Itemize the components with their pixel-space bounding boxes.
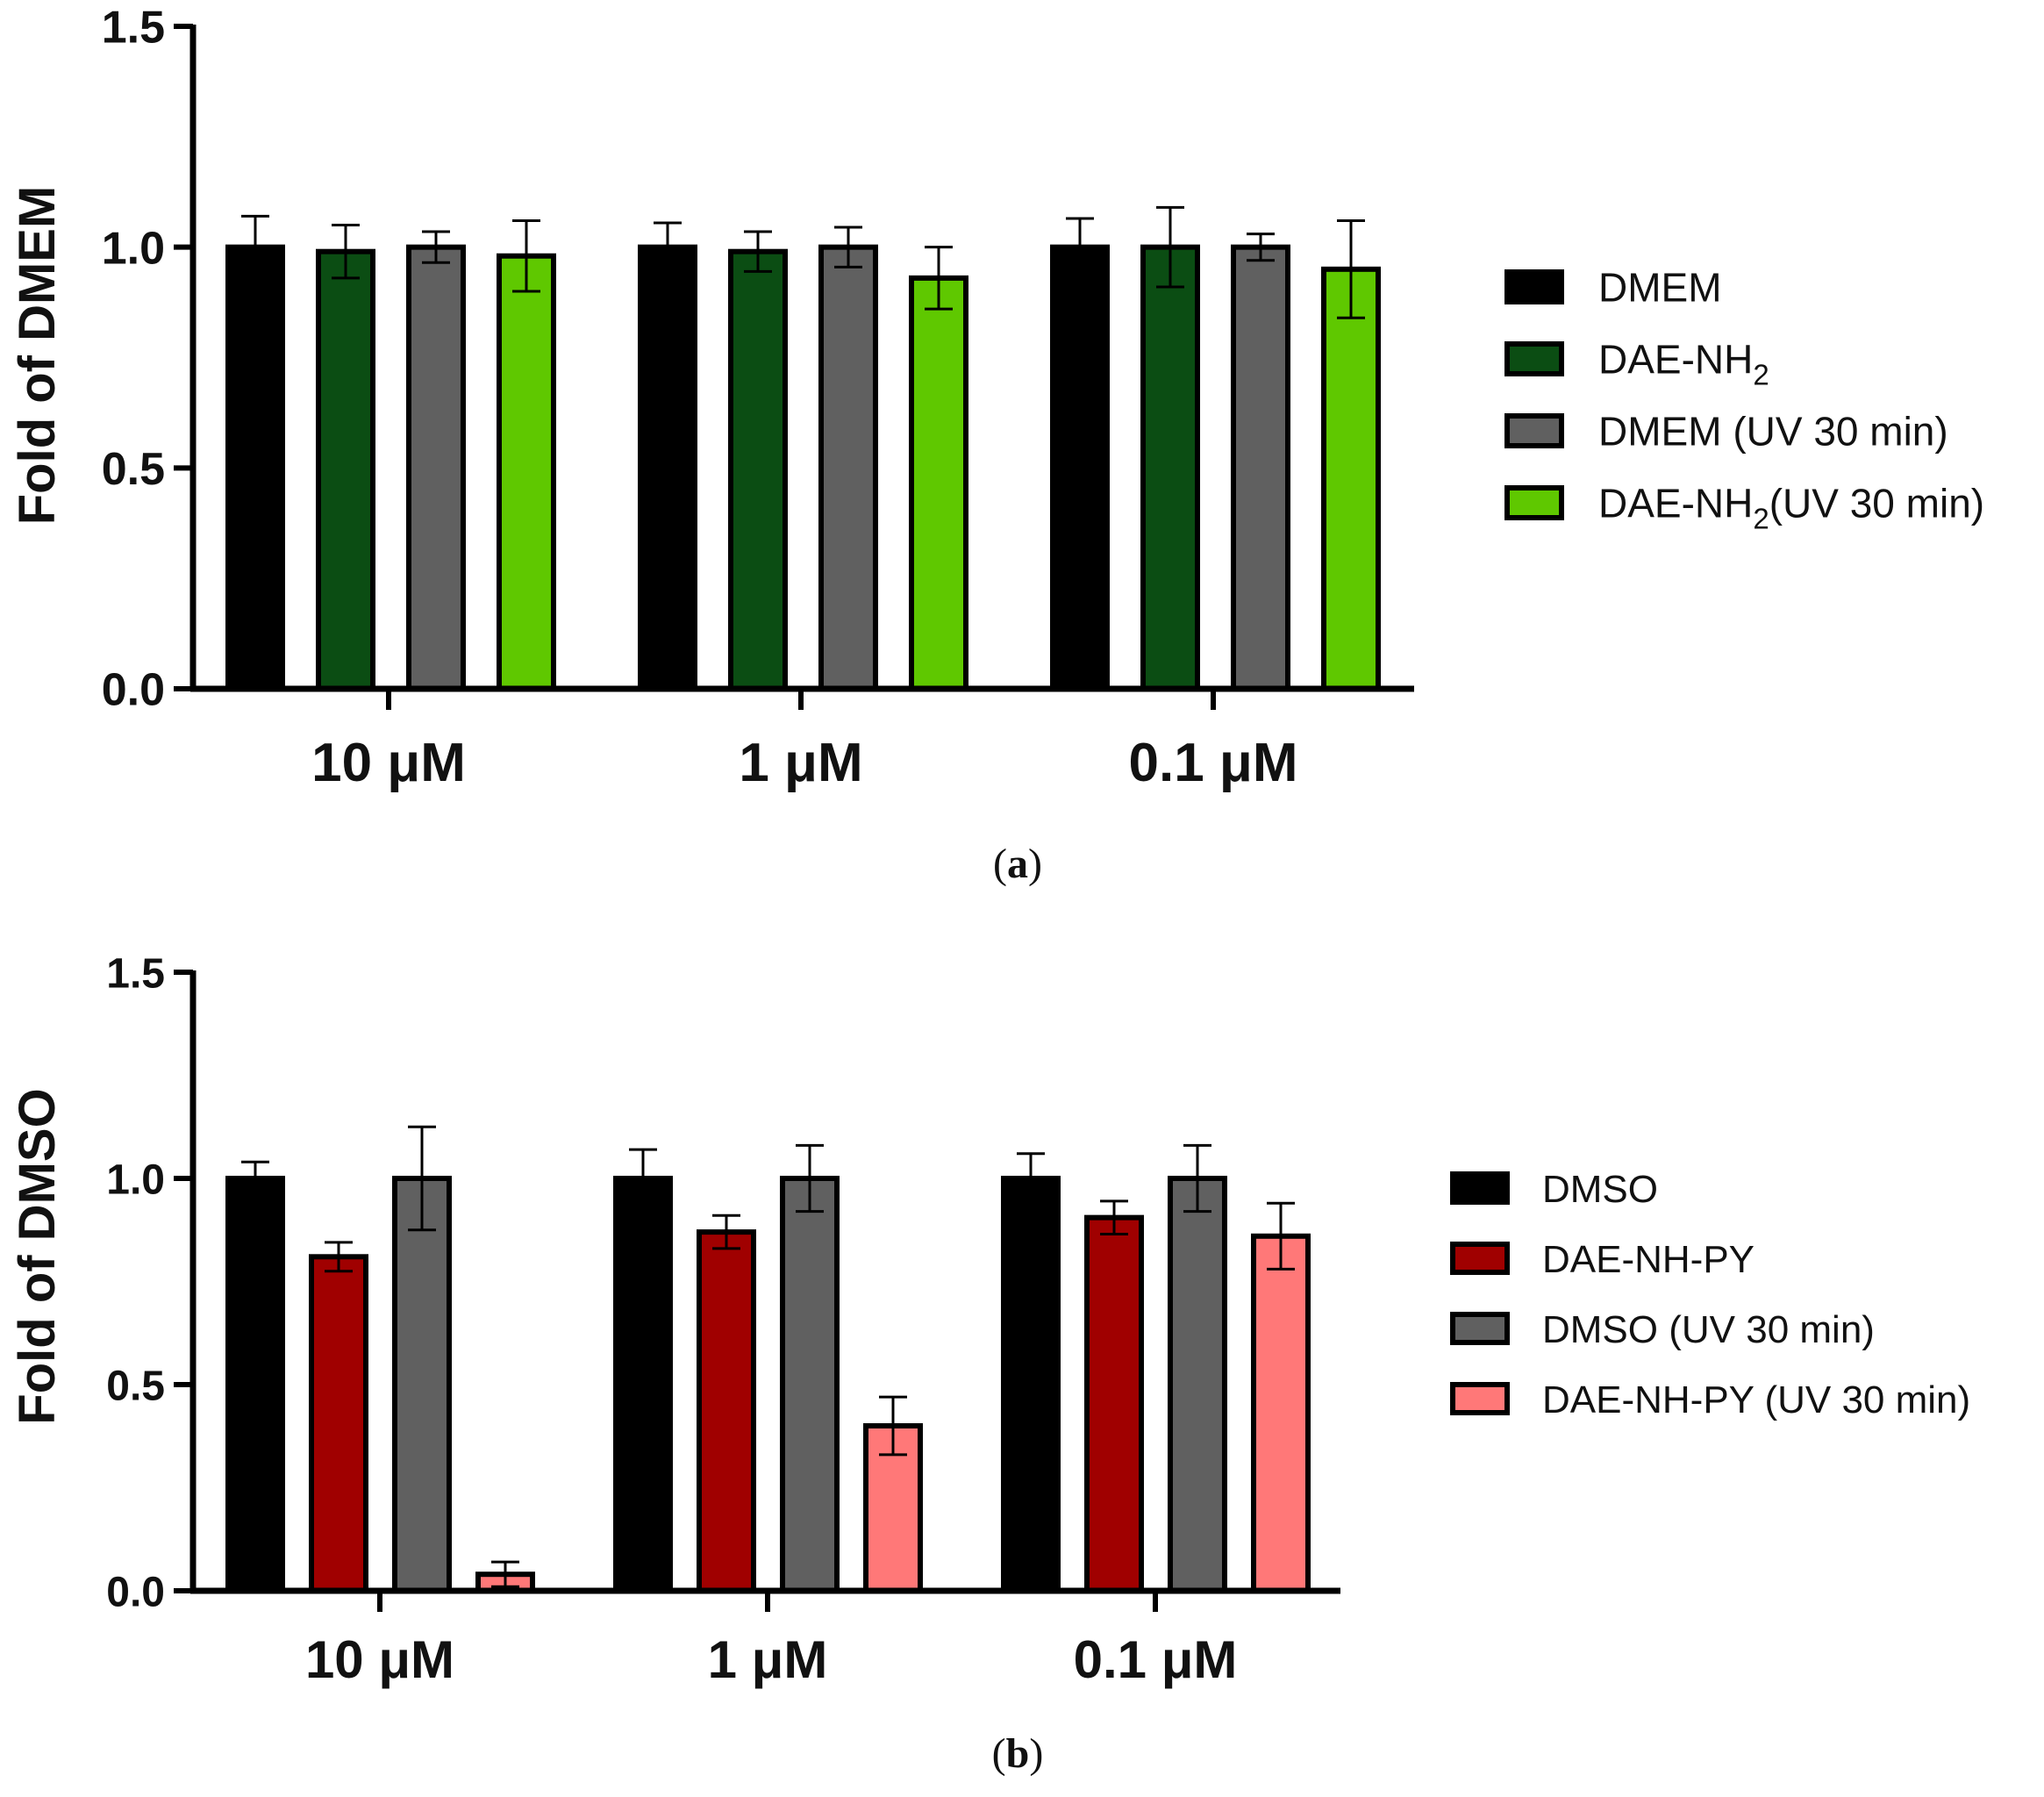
- legend: DMSO DAE-NH-PY DMSO (UV 30 min) DAE-NH-PY (…: [1450, 1168, 1970, 1421]
- bar: [1231, 244, 1290, 691]
- bar: [638, 244, 697, 691]
- bar: [1140, 244, 1200, 691]
- y-tick-label: 1.0: [102, 223, 165, 274]
- y-tick-label: 1.0: [106, 1156, 165, 1203]
- y-tick-label: 0.5: [102, 444, 165, 495]
- x-tick-label: 1 μM: [739, 733, 862, 793]
- x-tick-label: 0.1 μM: [1074, 1630, 1238, 1689]
- bar: [1050, 244, 1110, 691]
- bar: [225, 1176, 285, 1593]
- legend-swatch: [1504, 341, 1564, 376]
- bar: [1321, 266, 1381, 691]
- bar: [780, 1176, 840, 1593]
- bar: [728, 248, 788, 691]
- legend-swatch: [1504, 485, 1564, 520]
- legend-label: DAE-NH-PY (UV 30 min): [1542, 1378, 1970, 1421]
- panel-a: Fold of DMEM (a) 0.0 0.5 1.0 1.5 10 μM 1 μM 0.…: [9, 3, 1984, 887]
- y-axis-label: Fold of DMEM: [9, 186, 66, 526]
- legend-swatch: [1450, 1382, 1510, 1415]
- bar: [909, 275, 968, 691]
- bars: [225, 1125, 1311, 1594]
- panel-caption-letter: b: [1006, 1730, 1030, 1777]
- legend: DMEM DAE-NH2 DMEM (UV 30 min) DAE-NH2(UV 30…: [1504, 265, 1984, 535]
- panel-caption-letter: a: [1007, 841, 1028, 887]
- y-axis-label: Fold of DMSO: [9, 1088, 66, 1424]
- x-tick-label: 10 μM: [305, 1630, 454, 1689]
- y-tick-label: 0.5: [106, 1363, 165, 1409]
- y-tick-label: 1.5: [106, 950, 165, 997]
- bars: [225, 205, 1381, 691]
- bar: [1168, 1176, 1227, 1593]
- legend-label: DAE-NH2(UV 30 min): [1598, 481, 1984, 535]
- legend-label: DMSO (UV 30 min): [1542, 1308, 1875, 1351]
- panel-caption: (a): [993, 841, 1042, 887]
- bar: [225, 244, 285, 691]
- bar: [309, 1254, 368, 1594]
- bar: [818, 244, 878, 691]
- legend-swatch: [1504, 413, 1564, 448]
- legend-label: DMEM: [1598, 265, 1722, 311]
- bar: [1084, 1214, 1144, 1594]
- y-tick-label: 1.5: [102, 3, 165, 54]
- y-tick-label: 0.0: [106, 1569, 165, 1615]
- bar: [613, 1176, 673, 1593]
- bar: [406, 244, 466, 691]
- x-tick-label: 0.1 μM: [1129, 733, 1298, 793]
- bar: [316, 248, 375, 691]
- bar: [392, 1176, 452, 1593]
- legend-label: DMSO: [1542, 1168, 1658, 1211]
- legend-label: DAE-NH2: [1598, 337, 1769, 391]
- legend-label: DMEM (UV 30 min): [1598, 409, 1948, 455]
- legend-swatch: [1450, 1312, 1510, 1345]
- panel-b: Fold of DMSO (b) 0.0 0.5 1.0 1.5 10 μM 1 μM 0.…: [9, 950, 1970, 1777]
- bar: [697, 1229, 756, 1593]
- bar: [1001, 1176, 1061, 1593]
- panel-caption: (b): [992, 1730, 1044, 1777]
- legend-swatch: [1504, 269, 1564, 304]
- x-tick-label: 1 μM: [708, 1630, 828, 1689]
- bar: [1251, 1233, 1311, 1594]
- legend-swatch: [1450, 1242, 1510, 1275]
- y-tick-label: 0.0: [102, 665, 165, 716]
- x-tick-label: 10 μM: [311, 733, 466, 793]
- legend-swatch: [1450, 1171, 1510, 1205]
- legend-label: DAE-NH-PY: [1542, 1238, 1755, 1281]
- bar: [497, 253, 556, 691]
